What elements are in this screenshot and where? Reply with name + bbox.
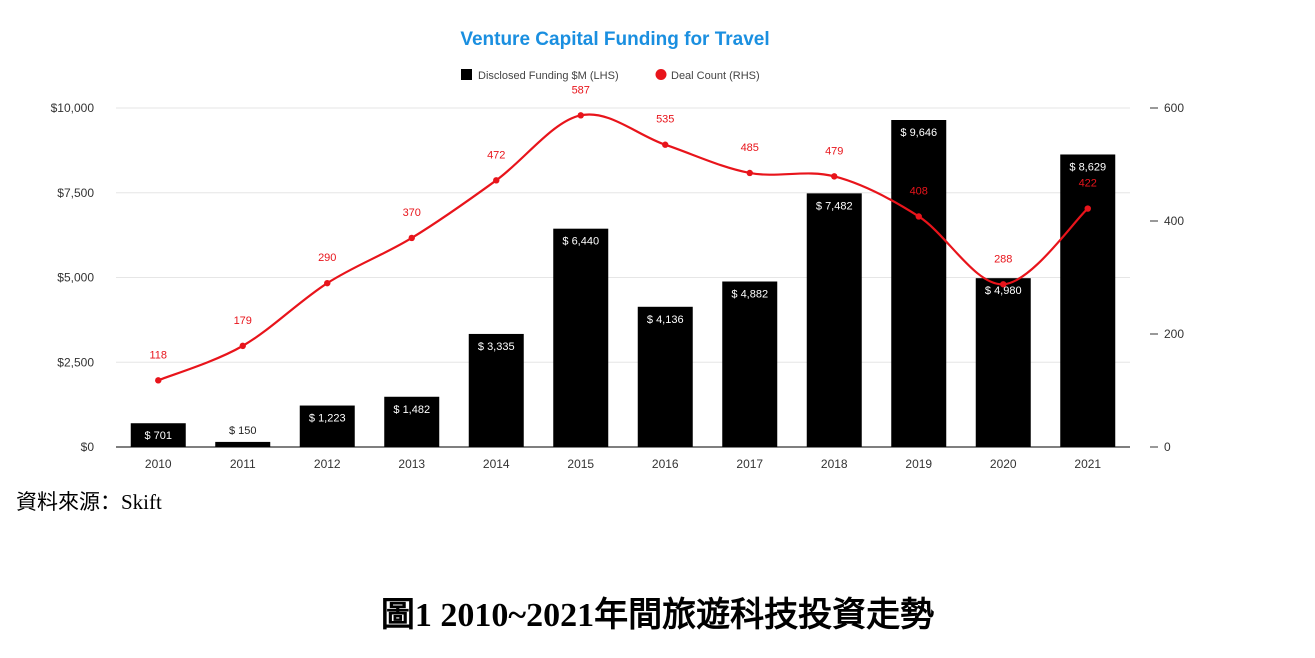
- deal-count-point: [493, 177, 500, 184]
- bar: [130, 423, 186, 447]
- legend-bar-label: Disclosed Funding $M (LHS): [478, 70, 619, 82]
- figure-caption: 圖1 2010~2021年間旅遊科技投資走勢: [380, 597, 935, 634]
- deal-count-point: [324, 279, 331, 287]
- x-tick-label: 2011: [230, 457, 256, 471]
- bar-value-label: $ 1,482: [393, 404, 430, 416]
- deal-count-point: [239, 342, 246, 350]
- deal-count-point: [577, 112, 584, 119]
- deal-count-point: [915, 213, 922, 220]
- legend-line-label: Deal Count (RHS): [671, 70, 760, 82]
- deal-count-point: [831, 173, 838, 180]
- x-tick-label: 2020: [990, 457, 1017, 471]
- bar-value-label: $ 150: [229, 425, 257, 437]
- right-tick-label: 400: [1164, 214, 1184, 228]
- left-tick-label: $2,500: [57, 355, 94, 369]
- gridlines: [116, 107, 1130, 448]
- chart-title: Venture Capital Funding for Travel: [460, 29, 769, 50]
- x-tick-label: 2016: [652, 457, 679, 471]
- deal-count-label: 408: [910, 185, 928, 197]
- deal-count-label: 179: [234, 315, 252, 327]
- legend-line-swatch: [655, 69, 667, 80]
- legend: Disclosed Funding $M (LHS) Deal Count (R…: [461, 69, 760, 82]
- source-note: 資料來源：Skift: [16, 490, 162, 514]
- bar-value-label: $ 3,335: [478, 341, 515, 353]
- deal-count-point: [746, 169, 753, 177]
- bar: [637, 306, 693, 447]
- x-tick-label: 2018: [821, 457, 848, 471]
- bar-labels: $ 701 $ 150 $ 1,223 $ 1,482 $ 3,335 $ 6,440 $ …: [144, 127, 1106, 442]
- x-tick-label: 2012: [314, 457, 341, 471]
- bar-value-label: $ 8,629: [1069, 161, 1106, 173]
- deal-count-label: 290: [318, 252, 336, 264]
- right-axis: 0 200 400 600: [1150, 101, 1184, 454]
- right-tick-label: 0: [1164, 440, 1171, 454]
- deal-count-point: [1000, 281, 1007, 288]
- deal-count-label: 422: [1079, 178, 1097, 190]
- x-axis-labels: 2010 2011 2012 2013 2014 2015 2016 2017 2018 2019…: [145, 457, 1102, 471]
- bar: [722, 281, 778, 447]
- deal-count-labels: 118 179 290 370 472 587 535 485 479 408 288 422: [149, 84, 1096, 361]
- x-tick-label: 2014: [483, 457, 510, 471]
- deal-count-points: [155, 112, 1091, 384]
- bar-value-label: $ 701: [144, 430, 172, 442]
- bar: [553, 228, 609, 447]
- left-tick-label: $5,000: [57, 271, 94, 285]
- deal-count-label: 485: [741, 142, 759, 154]
- bar: [975, 278, 1031, 447]
- bar-value-label: $ 4,980: [985, 285, 1022, 297]
- deal-count-label: 370: [403, 207, 421, 219]
- left-axis: $0 $2,500 $5,000 $7,500 $10,000: [51, 101, 95, 454]
- bar: [215, 441, 271, 447]
- bar-value-label: $ 9,646: [900, 127, 937, 139]
- left-tick-label: $10,000: [51, 101, 95, 115]
- x-tick-label: 2021: [1074, 457, 1101, 471]
- bar-value-label: $ 6,440: [562, 236, 599, 248]
- deal-count-label: 118: [149, 349, 167, 361]
- bars: [130, 120, 1116, 447]
- x-tick-label: 2015: [567, 457, 594, 471]
- bar-value-label: $ 4,882: [731, 289, 768, 301]
- right-tick-label: 600: [1164, 101, 1184, 115]
- deal-count-label: 535: [656, 114, 674, 126]
- bar: [299, 405, 355, 447]
- deal-count-label: 472: [487, 149, 505, 161]
- deal-count-label: 288: [994, 253, 1012, 265]
- deal-count-line: [157, 113, 1089, 382]
- bar-value-label: $ 7,482: [816, 200, 853, 212]
- bar: [384, 396, 440, 447]
- deal-count-label: 587: [572, 84, 590, 96]
- deal-count-point: [155, 377, 162, 384]
- legend-bar-swatch: [461, 69, 472, 80]
- deal-count-label: 479: [825, 145, 843, 157]
- bar: [1060, 154, 1116, 447]
- bar-value-label: $ 4,136: [647, 314, 684, 326]
- x-tick-label: 2019: [905, 457, 932, 471]
- right-tick-label: 200: [1164, 327, 1184, 341]
- left-tick-label: $7,500: [57, 186, 94, 200]
- bar: [468, 333, 524, 447]
- x-tick-label: 2013: [398, 457, 425, 471]
- bar: [891, 120, 947, 447]
- x-tick-label: 2010: [145, 457, 172, 471]
- deal-count-point: [662, 141, 669, 148]
- x-tick-label: 2017: [736, 457, 763, 471]
- left-tick-label: $0: [81, 440, 95, 454]
- chart: Venture Capital Funding for Travel Discl…: [51, 29, 1185, 471]
- deal-count-point: [408, 234, 415, 242]
- bar-value-label: $ 1,223: [309, 413, 346, 425]
- deal-count-point: [1084, 205, 1091, 212]
- bar: [806, 193, 862, 447]
